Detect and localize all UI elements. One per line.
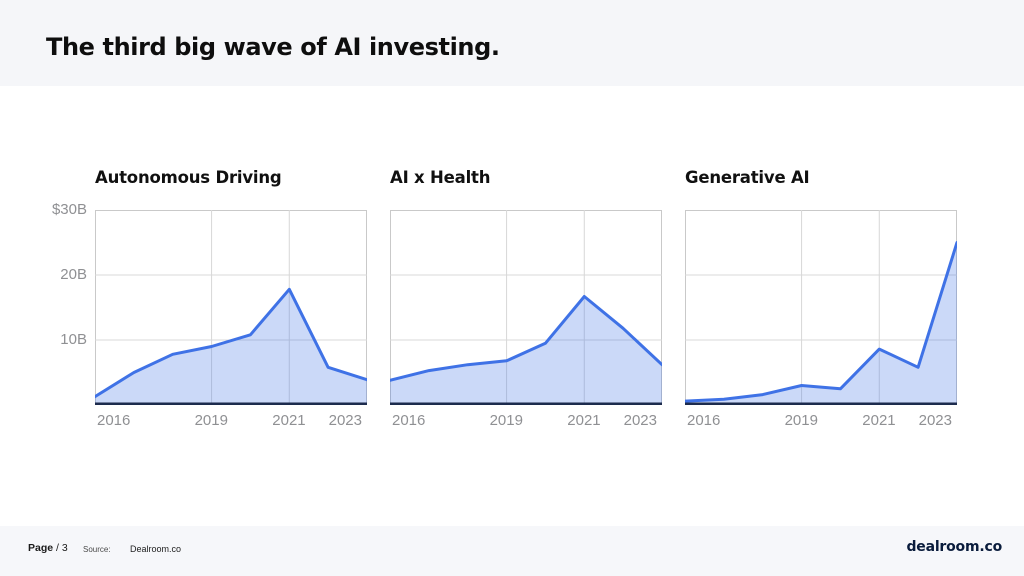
x-tick-label: 2021 xyxy=(272,412,306,429)
dealroom-logo: dealroom.co xyxy=(906,539,1002,555)
y-tick-label: 20B xyxy=(60,266,87,283)
area-chart-plot xyxy=(685,210,957,405)
chart-ai-x-health: AI x Health 2016 2019 2021 2023 xyxy=(390,168,662,429)
x-tick-label: 2019 xyxy=(194,412,228,429)
page-number: Page / 3 xyxy=(28,542,68,554)
chart-title: AI x Health xyxy=(390,168,491,187)
x-axis-labels: 2016 2019 2021 2023 xyxy=(95,412,367,432)
page-word: Page xyxy=(28,542,54,554)
y-axis-labels: $30B 20B 10B xyxy=(35,201,87,405)
x-tick-label: 2016 xyxy=(687,412,721,429)
x-tick-label: 2016 xyxy=(392,412,426,429)
y-tick-label: $30B xyxy=(51,201,87,218)
y-tick-label: 10B xyxy=(60,331,87,348)
area-chart-plot xyxy=(390,210,662,405)
slide-title: The third big wave of AI investing. xyxy=(46,33,500,61)
x-axis-labels: 2016 2019 2021 2023 xyxy=(390,412,662,432)
x-tick-label: 2023 xyxy=(623,412,657,429)
x-tick-label: 2021 xyxy=(567,412,601,429)
source-label: Source: xyxy=(83,545,111,554)
x-tick-label: 2021 xyxy=(862,412,896,429)
page-value: / 3 xyxy=(56,542,68,554)
x-tick-label: 2016 xyxy=(97,412,131,429)
x-axis-labels: 2016 2019 2021 2023 xyxy=(685,412,957,432)
chart-title: Autonomous Driving xyxy=(95,168,282,187)
chart-generative-ai: Generative AI 2016 2019 2021 2023 xyxy=(685,168,957,429)
header-band: The third big wave of AI investing. xyxy=(0,0,1024,86)
x-tick-label: 2019 xyxy=(784,412,818,429)
x-tick-label: 2019 xyxy=(489,412,523,429)
footer-band: Page / 3 Source: Dealroom.co dealroom.co xyxy=(0,526,1024,576)
chart-title: Generative AI xyxy=(685,168,810,187)
x-tick-label: 2023 xyxy=(918,412,952,429)
chart-autonomous-driving: Autonomous Driving $30B 20B 10B 2016 2019 20… xyxy=(52,168,367,429)
source-value: Dealroom.co xyxy=(130,544,182,554)
area-chart-plot xyxy=(95,210,367,405)
x-tick-label: 2023 xyxy=(328,412,362,429)
